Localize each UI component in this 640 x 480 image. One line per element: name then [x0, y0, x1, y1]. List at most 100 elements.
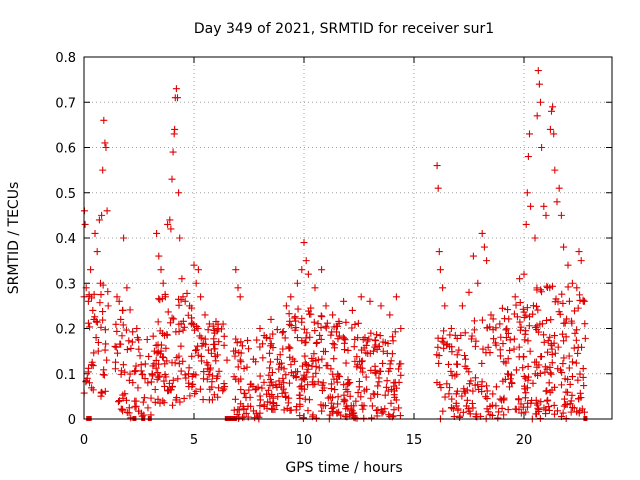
data-point [293, 334, 301, 342]
data-point [144, 379, 152, 387]
data-point [531, 234, 539, 242]
data-point [326, 393, 334, 401]
data-point [156, 327, 164, 335]
data-point [219, 320, 227, 328]
data-point [322, 302, 330, 310]
data-point [534, 371, 542, 379]
data-point [123, 284, 131, 292]
data-point [102, 340, 110, 348]
data-point [461, 352, 469, 360]
data-point [174, 375, 182, 383]
data-point [173, 354, 181, 362]
data-point [168, 383, 176, 391]
y-tick-label: 0.2 [55, 323, 76, 338]
data-point [435, 352, 443, 360]
data-point [120, 234, 128, 242]
data-point [535, 361, 543, 369]
data-point [441, 302, 449, 310]
data-point [152, 364, 160, 372]
data-point [560, 354, 568, 362]
data-point [466, 410, 474, 418]
data-point [453, 370, 461, 378]
data-point [141, 375, 149, 383]
data-point [259, 340, 267, 348]
data-point [172, 396, 180, 404]
data-point [138, 370, 146, 378]
data-point [483, 382, 491, 390]
y-tick-label: 0.4 [55, 232, 76, 247]
data-point [483, 324, 491, 332]
data-point [89, 306, 97, 314]
data-point [294, 305, 302, 313]
data-point [172, 85, 180, 93]
data-point [264, 386, 272, 394]
data-point [262, 333, 270, 341]
data-point [558, 368, 566, 376]
data-point [436, 381, 444, 389]
data-point [523, 304, 531, 312]
data-point [103, 207, 111, 215]
data-point [212, 318, 220, 326]
data-point [561, 319, 569, 327]
data-point [330, 355, 338, 363]
data-point [298, 362, 306, 370]
data-point [312, 369, 320, 377]
data-point [515, 343, 523, 351]
data-point [211, 352, 219, 360]
data-point [470, 317, 478, 325]
data-point [111, 365, 119, 373]
data-point [83, 374, 91, 382]
data-point [269, 382, 277, 390]
data-point [558, 381, 566, 389]
data-point [198, 342, 206, 350]
data-point [558, 290, 566, 298]
data-point [502, 359, 510, 367]
data-point [483, 257, 491, 265]
data-point [308, 378, 316, 386]
data-point [281, 389, 289, 397]
data-point [540, 338, 548, 346]
data-point [154, 395, 162, 403]
data-point [292, 324, 300, 332]
data-point [362, 349, 370, 357]
data-point [483, 395, 491, 403]
data-point [522, 311, 530, 319]
data-point [548, 345, 556, 353]
data-point [525, 322, 533, 330]
data-point [188, 352, 196, 360]
data-point [488, 411, 496, 419]
data-point [100, 371, 108, 379]
data-point [544, 396, 552, 404]
data-point [240, 365, 248, 373]
data-point [438, 337, 446, 345]
data-point [546, 333, 554, 341]
data-point [551, 166, 559, 174]
data-point [220, 385, 228, 393]
data-point [498, 404, 506, 412]
data-point [375, 374, 383, 382]
data-point [147, 394, 155, 402]
data-point [453, 387, 461, 395]
data-point [496, 320, 504, 328]
data-point [96, 299, 104, 307]
data-point [362, 373, 370, 381]
data-point [91, 229, 99, 237]
data-point [521, 382, 529, 390]
data-point [310, 318, 318, 326]
data-point [162, 373, 170, 381]
data-point [97, 323, 105, 331]
data-point [281, 334, 289, 342]
data-point [571, 329, 579, 337]
data-point [354, 389, 362, 397]
data-point [474, 279, 482, 287]
data-point [496, 346, 504, 354]
data-point [548, 107, 555, 115]
data-point [286, 344, 294, 352]
data-point [348, 306, 356, 314]
data-point [84, 297, 92, 305]
data-point [86, 379, 93, 387]
data-point [317, 312, 325, 320]
data-point [534, 306, 542, 314]
data-point [373, 345, 381, 353]
data-point [439, 407, 447, 415]
